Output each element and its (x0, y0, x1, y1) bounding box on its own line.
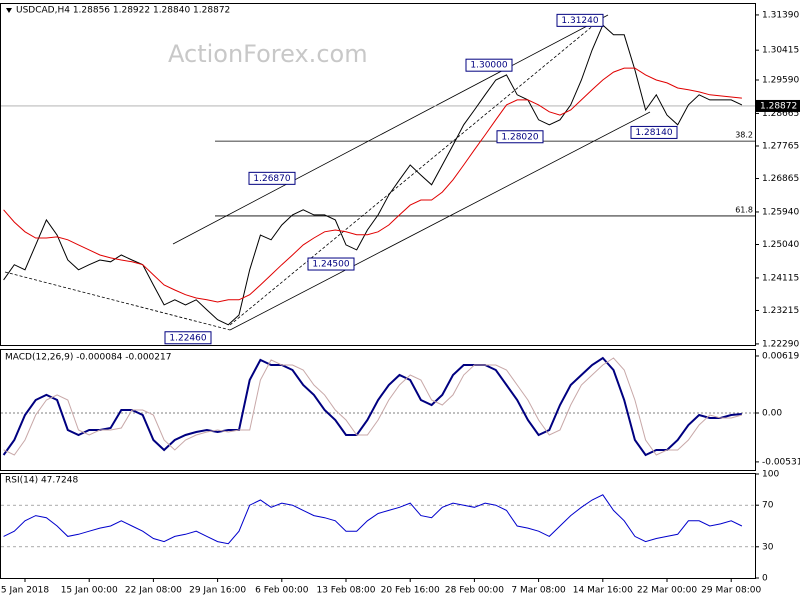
trend-line (4, 271, 231, 331)
x-tick-label: 15 Jan 00:00 (61, 586, 118, 596)
fib-label: 38.2 (735, 131, 753, 140)
series-line (2, 356, 742, 457)
rsi-title: RSI(14) 47.7248 (5, 476, 78, 486)
x-tick-label: 20 Feb 16:00 (381, 586, 440, 596)
x-tick-label: 5 Jan 2018 (1, 586, 49, 596)
series-line (3, 357, 743, 456)
price-annotation: 1.30000 (470, 61, 507, 71)
fib-label: 61.8 (735, 205, 753, 214)
y-tick-label: 0 (762, 574, 768, 584)
symbol-icon (6, 8, 12, 13)
watermark: ActionForex.com (168, 40, 368, 68)
price-annotation: 1.28140 (635, 128, 672, 138)
series-line (3, 24, 743, 326)
last-price-label: 1.28872 (760, 101, 797, 111)
price-annotation-box (164, 331, 212, 345)
series-line (3, 67, 742, 303)
price-annotation-box (307, 257, 355, 271)
price-annotation: 1.22460 (169, 333, 206, 343)
y-tick-label: 1.24115 (762, 273, 799, 283)
y-tick-label: 1.27765 (762, 141, 799, 151)
macd-panel (0, 349, 756, 471)
macd-title: MACD(12,26,9) -0.000084 -0.000217 (5, 353, 171, 363)
y-tick-label: 1.26865 (762, 174, 799, 184)
x-tick-label: 14 Mar 16:00 (573, 586, 633, 596)
y-tick-label: 30 (762, 542, 774, 552)
chart-title: USDCAD,H4 1.28856 1.28922 1.28840 1.2887… (16, 6, 230, 16)
y-tick-label: 0.006191 (762, 351, 800, 361)
price-annotation-box (496, 130, 544, 144)
y-tick-label: 1.31390 (762, 10, 799, 20)
y-tick-label: 1.30415 (762, 46, 799, 56)
x-tick-label: 28 Feb 00:00 (445, 586, 504, 596)
price-annotation-box (248, 171, 296, 185)
channel-line (229, 111, 651, 331)
channel-line (172, 14, 609, 245)
y-tick-label: -0.00531 (762, 457, 800, 467)
series-line (3, 494, 743, 545)
x-tick-label: 29 Jan 16:00 (189, 586, 246, 596)
x-tick-label: 6 Feb 00:00 (255, 586, 309, 596)
y-tick-label: 70 (762, 501, 774, 511)
y-tick-label: 100 (762, 470, 779, 480)
y-tick-label: 1.29590 (762, 76, 799, 86)
x-tick-label: 7 Mar 08:00 (511, 586, 566, 596)
last-price-box (756, 99, 800, 112)
y-tick-label: 1.25940 (762, 207, 799, 217)
price-annotation-box (465, 58, 513, 72)
y-tick-label: 0.00 (762, 408, 782, 418)
x-tick-label: 22 Mar 00:00 (637, 586, 697, 596)
price-annotation: 1.31240 (561, 16, 598, 26)
rsi-panel (0, 473, 756, 579)
y-tick-label: 1.28665 (762, 109, 799, 119)
x-tick-label: 29 Mar 08:00 (701, 586, 761, 596)
price-panel (0, 3, 756, 346)
price-annotation-box (630, 125, 678, 139)
y-tick-label: 1.22290 (762, 339, 799, 349)
price-annotation: 1.28020 (501, 132, 538, 142)
y-tick-label: 1.25040 (762, 240, 799, 250)
x-tick-label: 22 Jan 08:00 (125, 586, 182, 596)
x-tick-label: 13 Feb 08:00 (316, 586, 375, 596)
price-annotation-box (556, 13, 604, 27)
y-tick-label: 1.23215 (762, 306, 799, 316)
price-annotation: 1.24500 (312, 260, 349, 270)
price-annotation: 1.26870 (253, 174, 290, 184)
